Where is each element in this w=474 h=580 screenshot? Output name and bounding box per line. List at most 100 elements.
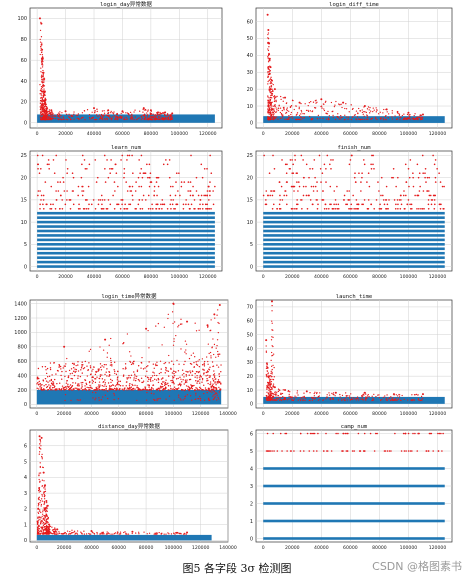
outlier-point xyxy=(267,387,269,389)
outlier-point xyxy=(323,109,326,112)
outlier-point xyxy=(203,392,205,395)
y-tick-label: 40 xyxy=(247,346,253,352)
outlier-point xyxy=(85,533,88,535)
outlier-point xyxy=(171,112,174,115)
outlier-point xyxy=(275,116,278,118)
outlier-point xyxy=(267,66,270,68)
outlier-point xyxy=(209,194,211,197)
outlier-point xyxy=(372,163,374,166)
outlier-point xyxy=(150,389,153,391)
normal-band xyxy=(37,114,215,123)
outlier-point xyxy=(269,194,272,197)
outlier-point xyxy=(322,399,324,402)
outlier-point xyxy=(47,525,49,528)
outlier-point xyxy=(274,104,276,106)
outlier-point xyxy=(274,97,276,99)
outlier-point xyxy=(46,108,48,110)
outlier-point xyxy=(217,353,219,355)
outlier-point xyxy=(45,511,47,513)
outlier-point xyxy=(275,395,277,397)
outlier-point xyxy=(437,450,440,452)
outlier-point xyxy=(89,533,92,535)
outlier-point xyxy=(101,378,104,380)
outlier-point xyxy=(88,116,91,119)
outlier-point xyxy=(52,381,54,383)
outlier-point xyxy=(44,486,46,488)
outlier-point xyxy=(155,116,157,118)
outlier-point xyxy=(273,190,275,192)
outlier-point xyxy=(40,517,42,519)
outlier-point xyxy=(148,378,150,381)
outlier-point xyxy=(162,386,164,388)
outlier-point xyxy=(87,185,90,188)
outlier-point xyxy=(373,167,375,170)
outlier-point xyxy=(184,388,187,391)
outlier-point xyxy=(268,388,270,390)
outlier-point xyxy=(348,397,351,399)
outlier-point xyxy=(124,366,127,368)
plot-frame xyxy=(29,150,223,272)
outlier-point xyxy=(177,370,180,372)
outlier-point xyxy=(344,397,346,400)
y-tick-label: 10 xyxy=(247,220,253,226)
outlier-point xyxy=(269,384,271,386)
outlier-point xyxy=(350,397,353,399)
outlier-point xyxy=(273,95,276,97)
outlier-point xyxy=(58,389,61,391)
outlier-point xyxy=(40,36,43,38)
outlier-point xyxy=(69,199,72,201)
outlier-point xyxy=(132,387,134,390)
level-band-0 xyxy=(263,537,445,540)
outlier-point xyxy=(65,382,68,384)
outlier-point xyxy=(317,203,319,206)
outlier-point xyxy=(385,185,388,188)
outlier-point xyxy=(334,207,337,210)
outlier-point xyxy=(131,114,133,116)
outlier-point xyxy=(284,397,286,399)
outlier-point xyxy=(43,491,45,493)
outlier-point xyxy=(39,439,41,442)
outlier-point xyxy=(284,118,286,120)
outlier-point xyxy=(107,397,109,400)
outlier-point xyxy=(39,490,42,492)
outlier-point xyxy=(358,172,360,175)
outlier-point xyxy=(117,118,119,120)
outlier-point xyxy=(353,176,356,179)
x-tick-label: 120000 xyxy=(199,274,217,280)
outlier-point xyxy=(314,391,316,393)
outlier-point xyxy=(168,354,170,357)
outlier-point xyxy=(147,176,149,179)
outlier-point xyxy=(167,389,170,391)
outlier-point xyxy=(173,388,176,391)
outlier-point xyxy=(273,117,275,119)
outlier-point xyxy=(197,207,200,210)
outlier-point xyxy=(156,532,158,534)
outlier-point xyxy=(45,107,47,109)
outlier-point xyxy=(148,532,151,534)
outlier-point xyxy=(52,384,54,386)
outlier-point xyxy=(210,207,212,210)
outlier-point xyxy=(269,392,271,394)
outlier-point xyxy=(37,190,40,192)
outlier-point xyxy=(70,399,72,402)
outlier-point xyxy=(432,450,434,452)
outlier-point xyxy=(42,511,44,513)
outlier-point xyxy=(46,386,48,389)
outlier-point xyxy=(44,533,47,535)
outlier-point xyxy=(189,194,192,197)
outlier-point xyxy=(41,495,43,497)
outlier-point xyxy=(72,382,74,384)
outlier-point xyxy=(72,115,74,118)
outlier-point xyxy=(138,199,141,201)
outlier-point xyxy=(156,399,158,402)
outlier-point xyxy=(80,367,83,369)
outlier-point xyxy=(128,351,131,353)
outlier-point xyxy=(61,370,63,373)
outlier-point xyxy=(421,117,424,119)
outlier-point xyxy=(213,376,216,379)
outlier-point xyxy=(50,379,53,382)
outlier-point xyxy=(136,370,139,373)
outlier-point xyxy=(203,399,206,401)
outlier-point xyxy=(41,97,43,100)
outlier-point xyxy=(46,520,48,523)
